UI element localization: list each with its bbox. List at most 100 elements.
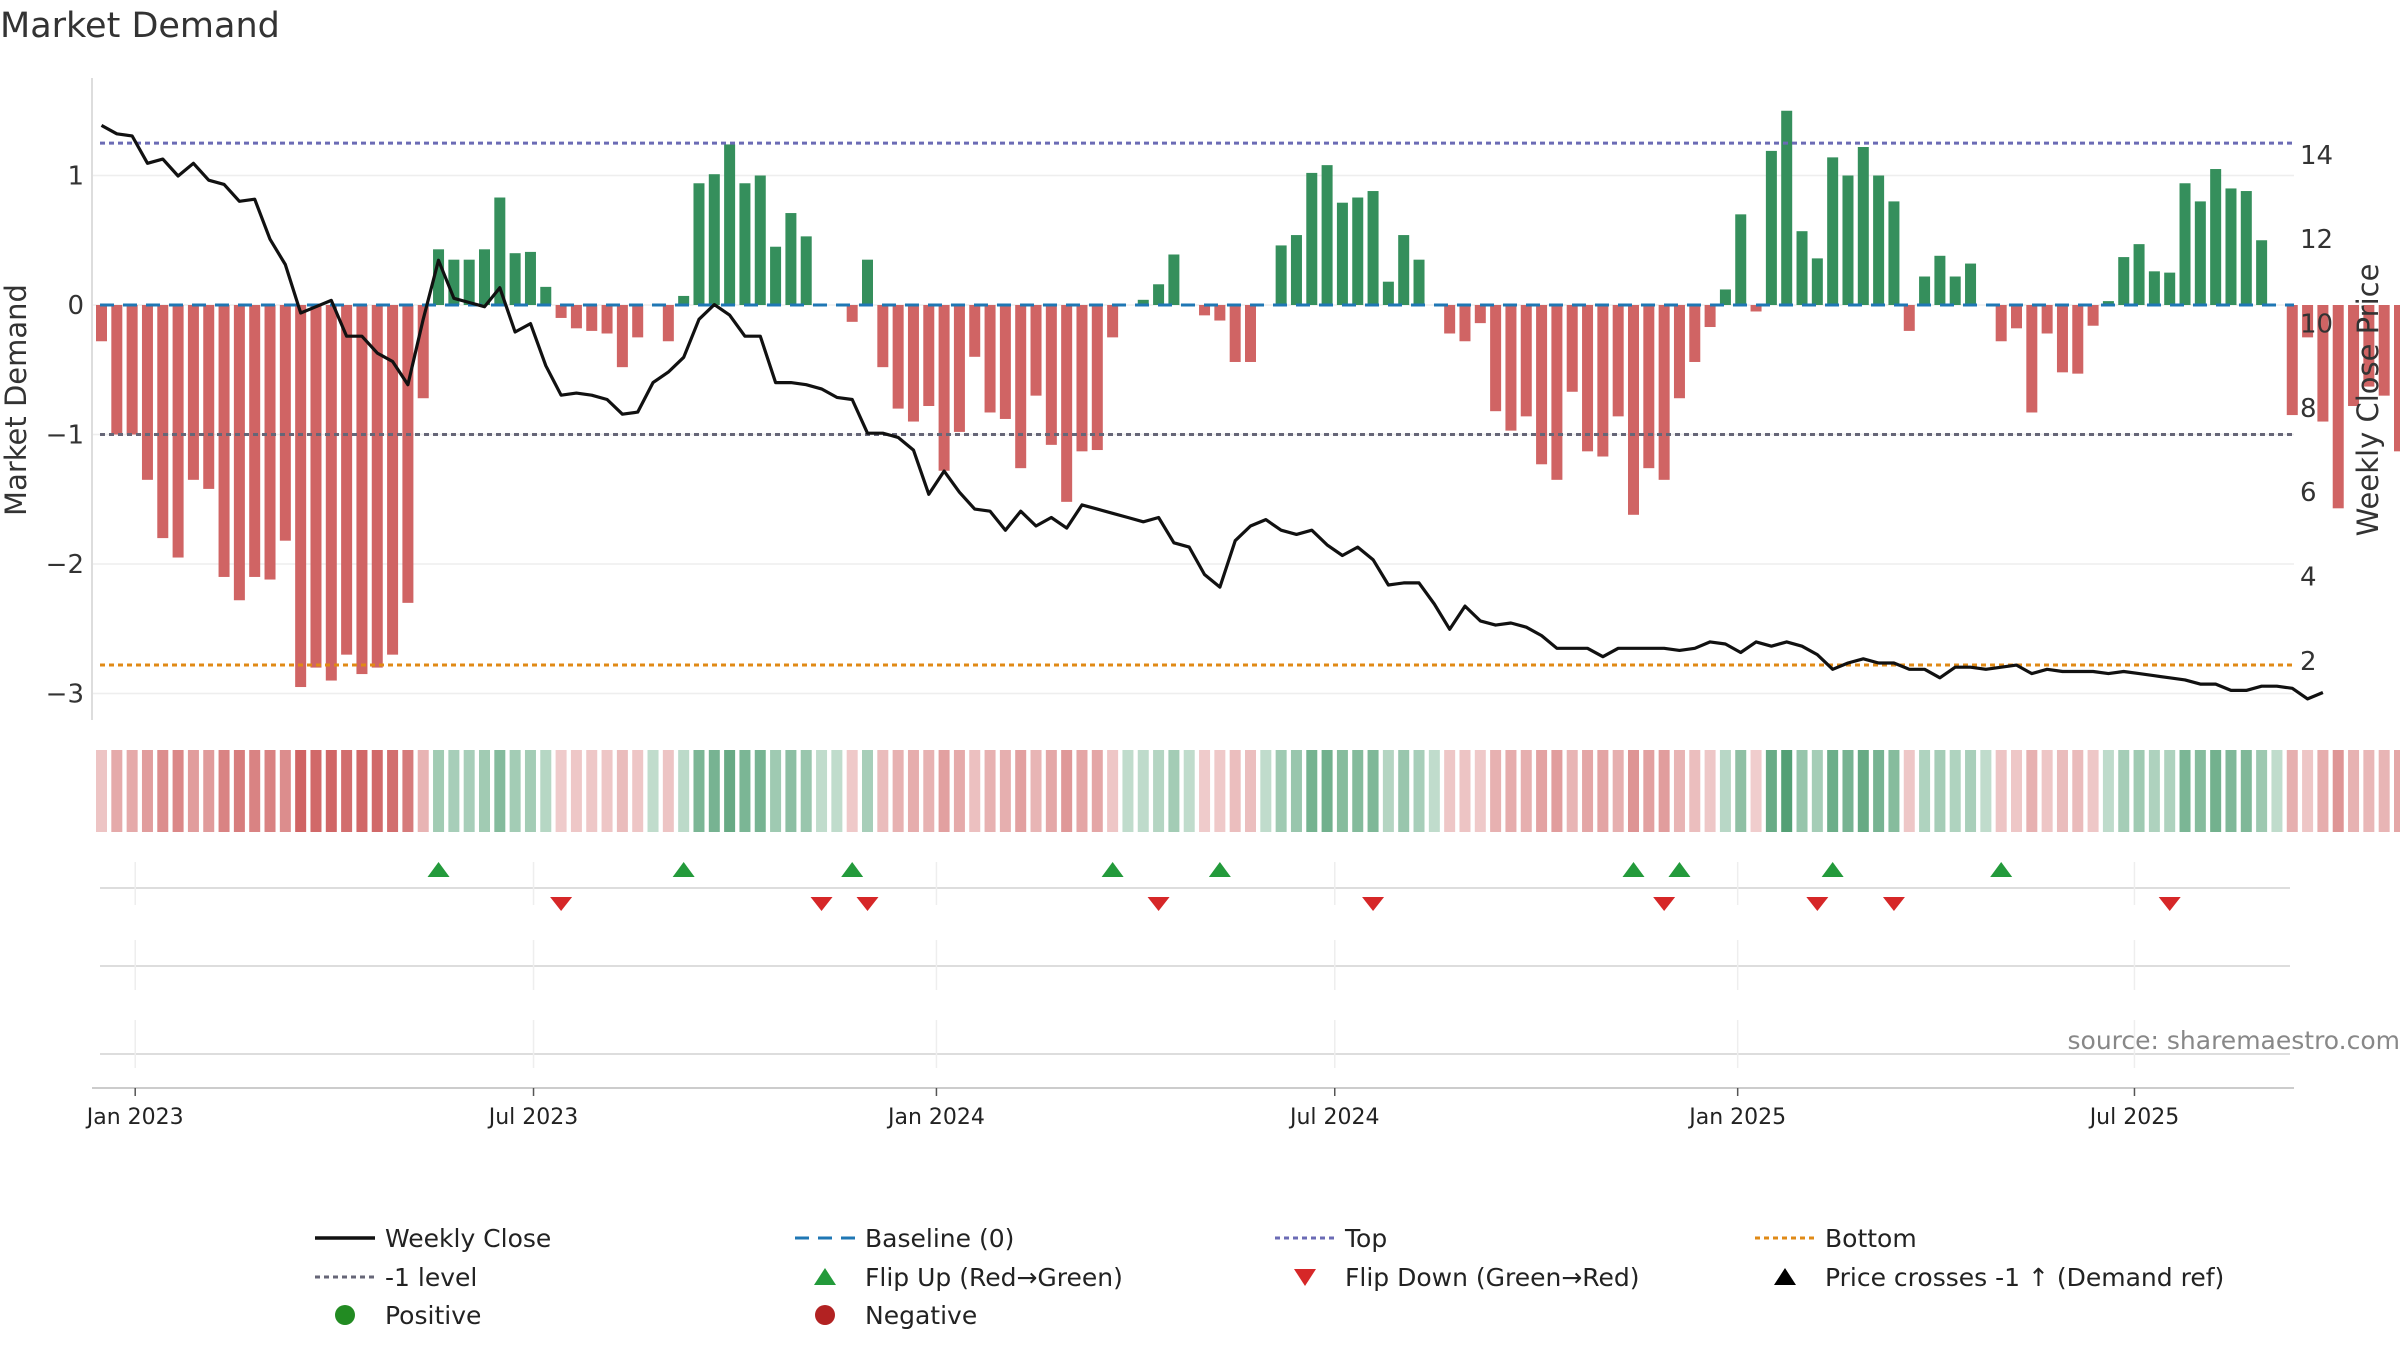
demand-bar xyxy=(1490,305,1502,412)
strip-cell xyxy=(1949,750,1961,832)
strip-cell xyxy=(1505,750,1517,832)
strip-cell xyxy=(2363,750,2375,832)
demand-bar xyxy=(1689,305,1701,362)
strip-cell xyxy=(785,750,797,832)
strip-cell xyxy=(356,750,368,832)
demand-bar xyxy=(2179,183,2191,305)
strip-cell xyxy=(264,750,276,832)
strip-cell xyxy=(1903,750,1915,832)
demand-bar xyxy=(662,305,674,342)
demand-bar xyxy=(172,305,184,558)
legend-swatch xyxy=(335,1305,355,1325)
strip-cell xyxy=(249,750,261,832)
strip-cell xyxy=(754,750,766,832)
strip-cell xyxy=(708,750,720,832)
flip-up-marker xyxy=(427,862,450,877)
legend-swatch xyxy=(814,1268,836,1285)
strip-cell xyxy=(1444,750,1456,832)
strip-cell xyxy=(1076,750,1088,832)
strip-cell xyxy=(433,750,445,832)
demand-bar xyxy=(448,259,460,305)
demand-bar xyxy=(632,305,644,338)
legend-label: Positive xyxy=(385,1301,481,1330)
strip-cell xyxy=(341,750,353,832)
strip-cell xyxy=(907,750,919,832)
demand-bar xyxy=(1505,305,1517,431)
legend-item: Flip Up (Red→Green) xyxy=(814,1263,1123,1292)
legend-label: Flip Up (Red→Green) xyxy=(865,1263,1123,1292)
demand-bar xyxy=(1704,305,1716,328)
weekly-close-line xyxy=(100,123,2324,701)
strip-cell xyxy=(1919,750,1931,832)
flip-up-marker xyxy=(1990,862,2013,877)
demand-bar xyxy=(2225,188,2237,305)
demand-bar xyxy=(1061,305,1073,502)
right-tick-label: 8 xyxy=(2300,394,2317,424)
strip-cell xyxy=(999,750,1011,832)
strip-cell xyxy=(1628,750,1639,832)
color-strip xyxy=(96,750,2400,832)
strip-cell xyxy=(2072,750,2084,832)
x-tick-label: Jan 2023 xyxy=(85,1105,184,1130)
demand-bar xyxy=(907,305,919,422)
legend-label: Weekly Close xyxy=(385,1224,551,1253)
legend-item: Bottom xyxy=(1755,1224,1917,1253)
demand-bar xyxy=(402,305,414,603)
demand-bar xyxy=(96,305,107,342)
strip-cell xyxy=(1643,750,1655,832)
strip-cell xyxy=(218,750,230,832)
demand-bar xyxy=(2286,305,2298,416)
flip-markers xyxy=(427,862,2181,911)
demand-bar xyxy=(2011,305,2022,329)
strip-cell xyxy=(1811,750,1823,832)
strip-cell xyxy=(1551,750,1563,832)
strip-cell xyxy=(877,750,889,832)
demand-bar xyxy=(785,213,797,305)
legend-swatch xyxy=(1774,1268,1796,1285)
demand-bar xyxy=(724,144,736,305)
strip-cell xyxy=(555,750,567,832)
strip-cell xyxy=(448,750,460,832)
strip-cell xyxy=(157,750,169,832)
strip-cell xyxy=(1061,750,1073,832)
demand-bar xyxy=(1934,255,1946,305)
demand-bar xyxy=(770,246,782,305)
demand-bar xyxy=(892,305,904,409)
legend-item: Negative xyxy=(815,1301,977,1330)
demand-bar xyxy=(1413,259,1425,305)
left-tick-label: 0 xyxy=(67,291,84,321)
demand-bar xyxy=(1367,191,1379,305)
legend-item: -1 level xyxy=(315,1263,477,1292)
strip-cell xyxy=(111,750,123,832)
demand-bar xyxy=(1811,258,1823,305)
demand-bar xyxy=(846,305,858,322)
strip-cell xyxy=(1566,750,1578,832)
strip-cell xyxy=(172,750,184,832)
flip-down-marker xyxy=(1147,897,1170,911)
legend-label: Baseline (0) xyxy=(865,1224,1014,1253)
demand-bar xyxy=(754,175,766,305)
strip-cell xyxy=(509,750,521,832)
legend-item: Baseline (0) xyxy=(795,1224,1014,1253)
demand-bar xyxy=(1107,305,1119,338)
right-axis-ticks: 14 12 10 8 6 4 2 xyxy=(2300,141,2333,677)
strip-cell xyxy=(371,750,383,832)
strip-cell xyxy=(1137,750,1149,832)
demand-bar xyxy=(2378,305,2390,396)
demand-bar xyxy=(1873,175,1885,305)
strip-cell xyxy=(938,750,950,832)
demand-bar xyxy=(1566,305,1578,392)
demand-bar xyxy=(264,305,276,580)
strip-cell xyxy=(1597,750,1609,832)
strip-cell xyxy=(1474,750,1486,832)
demand-bar xyxy=(923,305,935,407)
demand-bar xyxy=(1949,276,1961,305)
strip-cell xyxy=(279,750,291,832)
legend-label: Negative xyxy=(865,1301,977,1330)
strip-cell xyxy=(2056,750,2068,832)
demand-bar xyxy=(463,259,475,305)
strip-cell xyxy=(1382,750,1394,832)
strip-cell xyxy=(1229,750,1241,832)
demand-bar xyxy=(2256,240,2268,305)
demand-bar xyxy=(1229,305,1241,362)
